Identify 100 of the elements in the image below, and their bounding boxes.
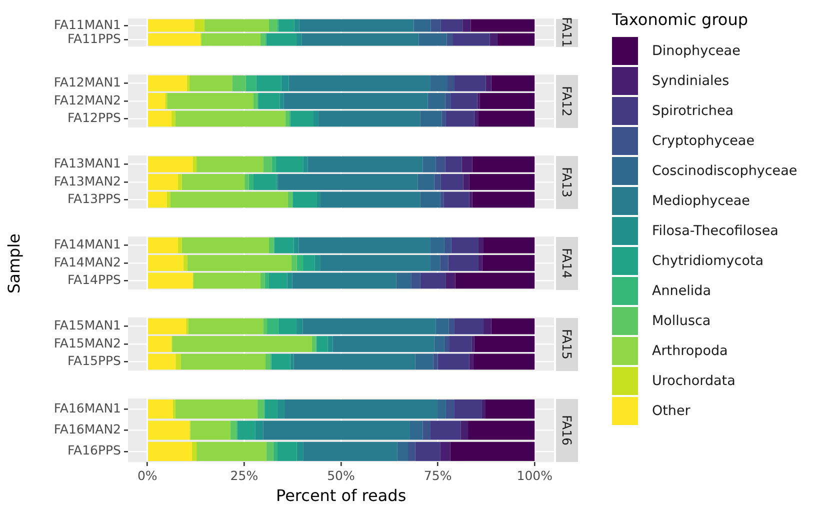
text: FA15 — [560, 328, 574, 360]
bar — [263, 318, 268, 334]
legend-label: Cryptophyceae — [652, 133, 755, 149]
bar — [192, 156, 197, 172]
bar — [415, 354, 434, 370]
bar — [314, 110, 319, 127]
bar — [468, 420, 535, 440]
bar — [446, 400, 454, 419]
bar — [485, 400, 535, 419]
x-tick-label: 100% — [516, 468, 553, 483]
bar — [397, 442, 408, 461]
bar — [303, 156, 308, 172]
bar — [278, 318, 296, 334]
text: FA16 — [560, 415, 574, 446]
bar — [287, 272, 292, 289]
bar — [192, 442, 197, 461]
bar — [460, 420, 468, 440]
y-tick-label: FA14MAN2 — [54, 254, 121, 270]
bar — [422, 420, 430, 440]
y-tick-label: FA12MAN2 — [54, 92, 121, 108]
legend-label: Arthropoda — [652, 343, 728, 359]
bar — [277, 400, 284, 419]
bar — [272, 156, 276, 172]
legend-label: Spirotrichea — [652, 103, 734, 119]
bar — [178, 237, 182, 254]
bar — [265, 354, 271, 370]
y-tick-label: FA15PPS — [67, 352, 122, 368]
bar — [312, 336, 316, 352]
bar — [263, 420, 410, 440]
bar — [267, 318, 278, 334]
y-tick-label: FA14MAN1 — [54, 236, 121, 252]
text: FA11 — [560, 17, 574, 48]
x-tick-label: 0% — [137, 468, 158, 483]
y-tick-label: FA14PPS — [67, 272, 122, 287]
bar — [148, 420, 190, 440]
y-tick-label: FA13MAN1 — [54, 156, 121, 171]
bar — [264, 400, 278, 419]
bar — [430, 420, 461, 440]
x-tick-label: 75% — [424, 468, 452, 483]
bar — [178, 174, 182, 190]
y-tick-label: FA15MAN2 — [54, 335, 121, 350]
bar — [190, 420, 230, 440]
bar — [484, 318, 492, 334]
bar — [446, 33, 453, 46]
bar — [288, 192, 292, 208]
bar — [296, 442, 304, 461]
bar — [296, 255, 304, 271]
bar — [232, 75, 246, 92]
bar — [285, 110, 290, 127]
bar — [183, 255, 188, 271]
bar — [260, 272, 265, 289]
bar — [408, 442, 416, 461]
legend-label: Mollusca — [652, 313, 711, 329]
y-tick-label: FA11PPS — [67, 30, 122, 46]
bar — [248, 174, 254, 190]
bar — [268, 19, 278, 32]
y-tick-label: FA12MAN1 — [54, 74, 121, 90]
bar — [454, 400, 482, 419]
x-axis-title: Percent of reads — [276, 486, 406, 505]
legend-label: Other — [652, 403, 690, 419]
bar — [433, 354, 438, 370]
text: FA13 — [560, 166, 574, 198]
legend-title: Taxonomic group — [612, 10, 750, 30]
bar — [273, 442, 278, 461]
bar — [316, 336, 328, 352]
y-tick-label: FA13MAN2 — [54, 173, 121, 188]
bar — [290, 354, 294, 370]
legend-label: Coscinodiscophyceae — [652, 163, 798, 179]
bar — [462, 19, 471, 32]
bar — [430, 19, 441, 32]
y-tick-label: FA16MAN2 — [54, 422, 121, 436]
bar — [277, 442, 297, 461]
y-tick-label: FA16PPS — [67, 442, 122, 458]
bar — [244, 174, 249, 190]
bar — [303, 442, 398, 461]
bar — [255, 420, 264, 440]
bar — [257, 400, 264, 419]
bar — [290, 110, 314, 127]
bar — [271, 354, 290, 370]
x-tick-label: 50% — [327, 468, 356, 483]
bar — [266, 442, 274, 461]
bar — [175, 400, 258, 419]
bar — [446, 272, 456, 289]
bar — [296, 318, 303, 334]
x-tick-label: 25% — [230, 468, 258, 483]
bar — [303, 255, 315, 271]
y-tick-label: FA12PPS — [67, 110, 122, 125]
bar — [176, 354, 181, 370]
bar — [196, 442, 266, 461]
bar — [294, 237, 299, 254]
legend-label: Dinophyceae — [652, 43, 740, 59]
bar — [314, 255, 320, 271]
bar — [253, 93, 258, 109]
bar — [482, 400, 486, 419]
bar — [230, 420, 236, 440]
bar — [171, 110, 176, 127]
legend-label: Mediophyceae — [652, 193, 750, 209]
bar — [415, 442, 440, 461]
bar — [411, 272, 420, 289]
bar — [268, 272, 288, 289]
